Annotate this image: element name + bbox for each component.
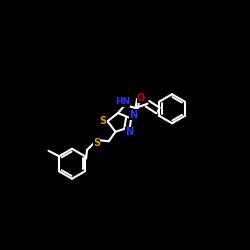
Text: N: N [129,110,137,120]
Text: S: S [93,138,100,148]
Text: N: N [126,127,134,137]
Text: O: O [137,93,145,103]
Text: S: S [100,116,106,126]
Text: HN: HN [115,98,130,106]
